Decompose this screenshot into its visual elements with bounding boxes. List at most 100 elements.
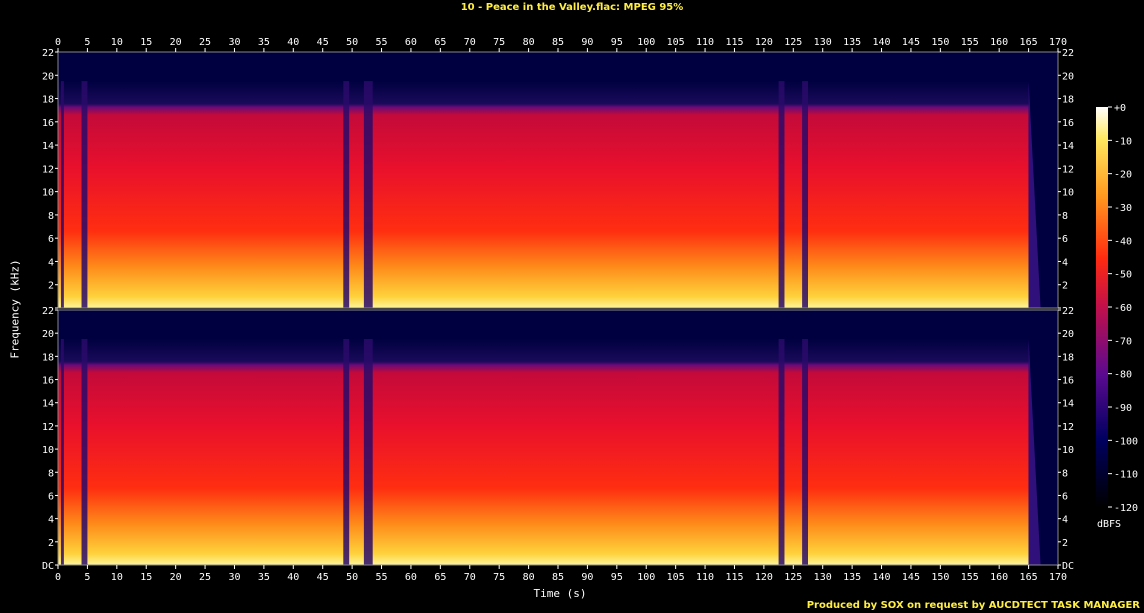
colorbar-tick-label: -80 bbox=[1114, 370, 1132, 381]
y-tick-label-left: 4 bbox=[48, 515, 54, 526]
silent-gap-ch1-5 bbox=[802, 81, 808, 308]
x-tick-label-bottom: 145 bbox=[902, 572, 920, 583]
silent-gap-ch2-5 bbox=[802, 338, 808, 565]
y-tick-label-right: 10 bbox=[1062, 445, 1074, 456]
x-tick-label-bottom: 45 bbox=[317, 572, 329, 583]
y-tick-label-left: 20 bbox=[42, 71, 54, 82]
y-tick-label-left: 18 bbox=[42, 95, 54, 106]
x-tick-label-bottom: 165 bbox=[1020, 572, 1038, 583]
silent-gap-ch2-2 bbox=[343, 338, 350, 565]
fade-tail-ch2 bbox=[1028, 338, 1041, 565]
signal-band-ch1 bbox=[58, 81, 1029, 308]
y-tick-label-right: 22 bbox=[1062, 48, 1074, 59]
x-tick-label-top: 30 bbox=[228, 37, 240, 48]
y-tick-label-right: 12 bbox=[1062, 422, 1074, 433]
y-tick-label-left: 20 bbox=[42, 329, 54, 340]
x-tick-label-bottom: 115 bbox=[725, 572, 743, 583]
x-tick-label-top: 80 bbox=[523, 37, 535, 48]
y-tick-label-right: 18 bbox=[1062, 95, 1074, 106]
silent-gap-ch2-1 bbox=[81, 338, 88, 565]
x-tick-label-top: 70 bbox=[464, 37, 476, 48]
x-tick-label-top: 50 bbox=[346, 37, 358, 48]
x-tick-label-top: 90 bbox=[581, 37, 593, 48]
silent-gap-ch1-1 bbox=[81, 81, 88, 308]
y-tick-label-left: 8 bbox=[48, 211, 54, 222]
x-axis-label: Time (s) bbox=[533, 587, 587, 600]
y-tick-label-right: 10 bbox=[1062, 188, 1074, 199]
colorbar-tick-label: -110 bbox=[1114, 470, 1138, 481]
silent-gap-ch1-3 bbox=[363, 81, 373, 308]
silent-gap-ch1-2 bbox=[343, 81, 350, 308]
x-tick-label-bottom: 20 bbox=[170, 572, 182, 583]
x-tick-label-top: 145 bbox=[902, 37, 920, 48]
y-tick-label-right: 8 bbox=[1062, 211, 1068, 222]
silent-gap-ch2-4 bbox=[778, 338, 785, 565]
y-tick-label-left: 22 bbox=[42, 306, 54, 317]
y-tick-label-left: 2 bbox=[48, 538, 54, 549]
x-tick-label-top: 15 bbox=[140, 37, 152, 48]
y-tick-label-right: 14 bbox=[1062, 141, 1074, 152]
x-tick-label-top: 10 bbox=[111, 37, 123, 48]
x-tick-label-bottom: 5 bbox=[84, 572, 90, 583]
x-tick-label-bottom: 50 bbox=[346, 572, 358, 583]
y-tick-label-left: 18 bbox=[42, 352, 54, 363]
y-tick-label-left: 2 bbox=[48, 281, 54, 292]
y-tick-label-right: 4 bbox=[1062, 257, 1068, 268]
x-tick-label-top: 65 bbox=[434, 37, 446, 48]
y-tick-label-right: 4 bbox=[1062, 515, 1068, 526]
colorbar-tick-label: +0 bbox=[1114, 103, 1126, 114]
x-tick-label-bottom: 30 bbox=[228, 572, 240, 583]
x-tick-label-bottom: 65 bbox=[434, 572, 446, 583]
y-tick-label-right: 2 bbox=[1062, 281, 1068, 292]
y-tick-label-left: 8 bbox=[48, 468, 54, 479]
x-tick-label-bottom: 170 bbox=[1049, 572, 1067, 583]
y-tick-label-left: 4 bbox=[48, 257, 54, 268]
x-tick-label-bottom: 100 bbox=[637, 572, 655, 583]
y-tick-label-left: 6 bbox=[48, 234, 54, 245]
x-tick-label-top: 20 bbox=[170, 37, 182, 48]
x-tick-label-top: 170 bbox=[1049, 37, 1067, 48]
credit-text: Produced by SOX on request by AUCDTECT T… bbox=[806, 600, 1140, 611]
x-tick-label-top: 165 bbox=[1020, 37, 1038, 48]
x-tick-label-bottom: 40 bbox=[287, 572, 299, 583]
y-tick-label-right: 8 bbox=[1062, 468, 1068, 479]
x-tick-label-bottom: 75 bbox=[493, 572, 505, 583]
y-tick-label-right: 18 bbox=[1062, 352, 1074, 363]
y-tick-label-right: 16 bbox=[1062, 118, 1074, 129]
colorbar-tick-label: -100 bbox=[1114, 436, 1138, 447]
colorbar-tick-label: -50 bbox=[1114, 270, 1132, 281]
x-tick-label-bottom: 25 bbox=[199, 572, 211, 583]
x-tick-label-top: 40 bbox=[287, 37, 299, 48]
x-tick-label-top: 125 bbox=[784, 37, 802, 48]
y-tick-label-left: 22 bbox=[42, 48, 54, 59]
x-tick-label-top: 95 bbox=[611, 37, 623, 48]
y-tick-label-right: DC bbox=[1062, 561, 1074, 572]
y-tick-label-right: 16 bbox=[1062, 376, 1074, 387]
y-tick-label-right: 12 bbox=[1062, 164, 1074, 175]
colorbar: +0 -10 -20 -30 -40 -50 -60 -70 -80 -90 -100 -110 -12… bbox=[1096, 103, 1138, 514]
fade-tail-ch1 bbox=[1028, 81, 1041, 308]
x-tick-label-bottom: 60 bbox=[405, 572, 417, 583]
x-tick-label-top: 35 bbox=[258, 37, 270, 48]
x-tick-label-top: 60 bbox=[405, 37, 417, 48]
y-tick-label-left: 14 bbox=[42, 141, 54, 152]
x-tick-label-top: 130 bbox=[814, 37, 832, 48]
silent-gap-ch2-3 bbox=[363, 338, 373, 565]
y-tick-label-left: 10 bbox=[42, 188, 54, 199]
x-tick-label-top: 0 bbox=[55, 37, 61, 48]
y-tick-label-right: 20 bbox=[1062, 71, 1074, 82]
silent-gap-ch1-0 bbox=[60, 81, 64, 308]
y-tick-label-right: 22 bbox=[1062, 306, 1074, 317]
x-tick-label-top: 25 bbox=[199, 37, 211, 48]
silent-gap-ch1-4 bbox=[778, 81, 785, 308]
x-tick-label-bottom: 80 bbox=[523, 572, 535, 583]
colorbar-tick-label: -20 bbox=[1114, 170, 1132, 181]
x-tick-label-top: 160 bbox=[990, 37, 1008, 48]
y-tick-label-right: 20 bbox=[1062, 329, 1074, 340]
y-tick-label-left: 16 bbox=[42, 118, 54, 129]
x-tick-label-bottom: 70 bbox=[464, 572, 476, 583]
x-tick-label-top: 105 bbox=[667, 37, 685, 48]
x-tick-label-bottom: 130 bbox=[814, 572, 832, 583]
x-tick-label-top: 115 bbox=[725, 37, 743, 48]
